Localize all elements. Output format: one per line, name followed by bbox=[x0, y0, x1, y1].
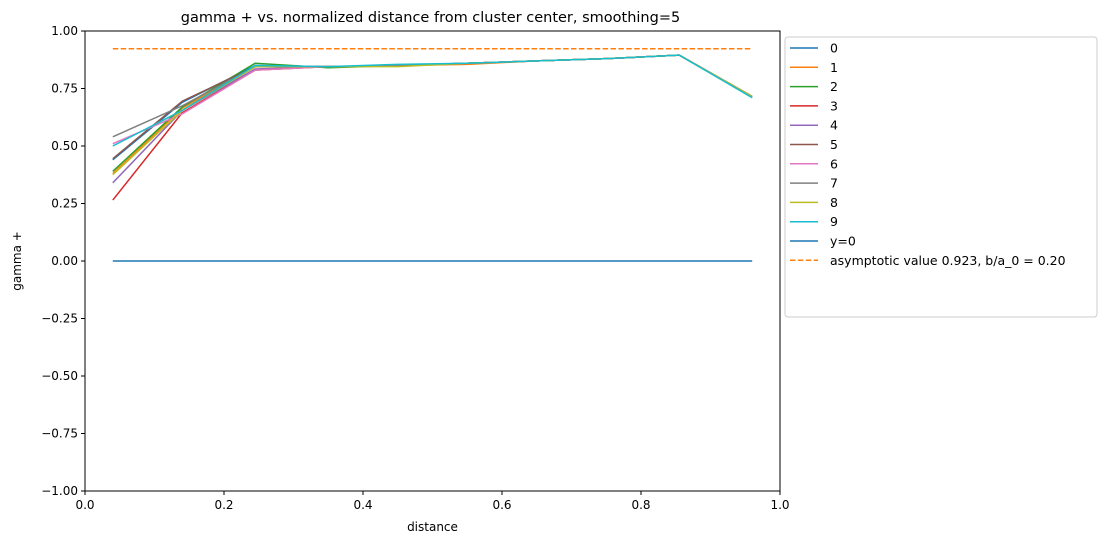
x-axis-label: distance bbox=[407, 520, 458, 534]
legend-frame bbox=[784, 36, 1098, 318]
series-line-4 bbox=[112, 54, 753, 184]
legend-label-5: 5 bbox=[830, 137, 838, 152]
legend-label-asymptotic-value-0-923-b-a-0-0-20: asymptotic value 0.923, b/a_0 = 0.20 bbox=[830, 253, 1066, 268]
y-axis: 1.00 0.75 0.50 0.25 0.00 −0.25 −0.50 −0.75 −1.00 bbox=[41, 24, 85, 498]
y-tick-label: 1.00 bbox=[51, 24, 78, 38]
legend-label-4: 4 bbox=[830, 118, 838, 133]
y-tick-label: 0.75 bbox=[51, 82, 78, 96]
series-line-2 bbox=[112, 54, 753, 172]
y-tick-label: −1.00 bbox=[41, 484, 78, 498]
series-line-0 bbox=[112, 54, 753, 161]
y-tick-label: 0.50 bbox=[51, 139, 78, 153]
x-tick-label: 1.0 bbox=[770, 498, 789, 512]
series-line-9 bbox=[112, 54, 753, 147]
legend-label-8: 8 bbox=[830, 195, 838, 210]
chart-title: gamma + vs. normalized distance from clu… bbox=[181, 10, 680, 26]
y-tick-label: −0.75 bbox=[41, 427, 78, 441]
x-tick-label: 0.8 bbox=[631, 498, 650, 512]
legend-label-2: 2 bbox=[830, 79, 838, 94]
series-line-1 bbox=[112, 54, 753, 175]
y-tick-label: 0.25 bbox=[51, 197, 78, 211]
plot-lines bbox=[112, 47, 753, 262]
x-tick-label: 0.0 bbox=[75, 498, 94, 512]
legend-label-6: 6 bbox=[830, 156, 838, 171]
y-tick-label: 0.00 bbox=[51, 254, 78, 268]
x-axis: 0.0 0.2 0.4 0.6 0.8 1.0 bbox=[75, 491, 790, 512]
series-line-6 bbox=[112, 54, 753, 145]
y-axis-label: gamma + bbox=[10, 231, 24, 291]
legend-label-1: 1 bbox=[830, 60, 838, 75]
legend-label-7: 7 bbox=[830, 176, 838, 191]
series-line-5 bbox=[112, 54, 753, 160]
series-line-3 bbox=[112, 54, 753, 201]
x-tick-label: 0.6 bbox=[492, 498, 511, 512]
legend-label-3: 3 bbox=[830, 98, 838, 113]
y-tick-label: −0.50 bbox=[41, 369, 78, 383]
legend-label-y-0: y=0 bbox=[830, 234, 856, 249]
legend: 0 1 2 3 4 5 6 7 8 9 y=0 asymptotic value 0.923, b/a… bbox=[784, 36, 1098, 318]
y-tick-label: −0.25 bbox=[41, 312, 78, 326]
x-tick-label: 0.4 bbox=[353, 498, 372, 512]
x-tick-label: 0.2 bbox=[214, 498, 233, 512]
series-line-8 bbox=[112, 54, 753, 176]
legend-label-0: 0 bbox=[830, 41, 838, 56]
legend-label-9: 9 bbox=[830, 214, 838, 229]
